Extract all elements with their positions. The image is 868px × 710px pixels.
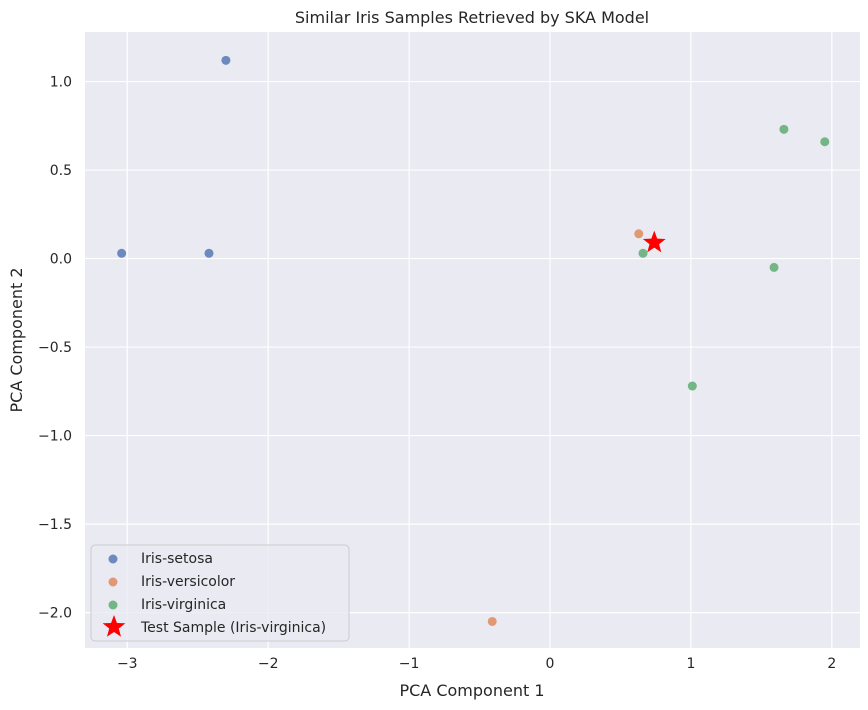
data-point: [487, 616, 497, 626]
y-tick-labels: −2.0 −1.5 −1.0 −0.5 0.0 0.5 1.0: [38, 75, 72, 622]
y-tick-label: −0.5: [38, 340, 72, 356]
legend-label: Iris-virginica: [141, 597, 226, 613]
x-tick-label: −2: [258, 656, 279, 672]
y-tick-label: 0.0: [50, 252, 72, 268]
test-sample-star-point: [642, 230, 666, 253]
legend: Iris-setosa Iris-versicolor Iris-virginica…: [90, 544, 350, 642]
x-tick-label: 1: [686, 656, 695, 672]
data-point: [769, 262, 779, 272]
x-tick-labels: −3 −2 −1 0 1 2: [117, 656, 836, 672]
data-point: [687, 381, 697, 391]
legend-label: Iris-setosa: [141, 551, 213, 567]
chart-title: Similar Iris Samples Retrieved by SKA Mo…: [295, 8, 649, 27]
data-point: [820, 137, 830, 147]
x-tick-label: −1: [399, 656, 420, 672]
y-tick-label: −1.0: [38, 429, 72, 445]
legend-marker: [108, 577, 118, 587]
data-point: [117, 248, 127, 258]
data-points: [117, 55, 830, 626]
legend-marker: [108, 600, 118, 610]
data-point: [638, 248, 648, 258]
legend-star-marker: [102, 615, 126, 637]
legend-box: [90, 544, 350, 642]
data-point: [634, 229, 644, 239]
legend-label: Iris-versicolor: [141, 574, 235, 590]
x-axis-label: PCA Component 1: [399, 681, 544, 700]
data-point: [204, 248, 214, 258]
x-tick-label: 0: [546, 656, 555, 672]
x-tick-label: −3: [117, 656, 138, 672]
y-tick-label: 0.5: [50, 163, 72, 179]
y-tick-label: 1.0: [50, 75, 72, 91]
data-point: [779, 124, 789, 134]
y-tick-label: −1.5: [38, 517, 72, 533]
y-axis-label: PCA Component 2: [7, 267, 26, 412]
data-point: [221, 55, 231, 65]
grid-lines: [85, 32, 860, 648]
x-tick-label: 2: [827, 656, 836, 672]
legend-label: Test Sample (Iris-virginica): [140, 620, 326, 636]
legend-marker: [108, 554, 118, 564]
y-tick-label: −2.0: [38, 606, 72, 622]
